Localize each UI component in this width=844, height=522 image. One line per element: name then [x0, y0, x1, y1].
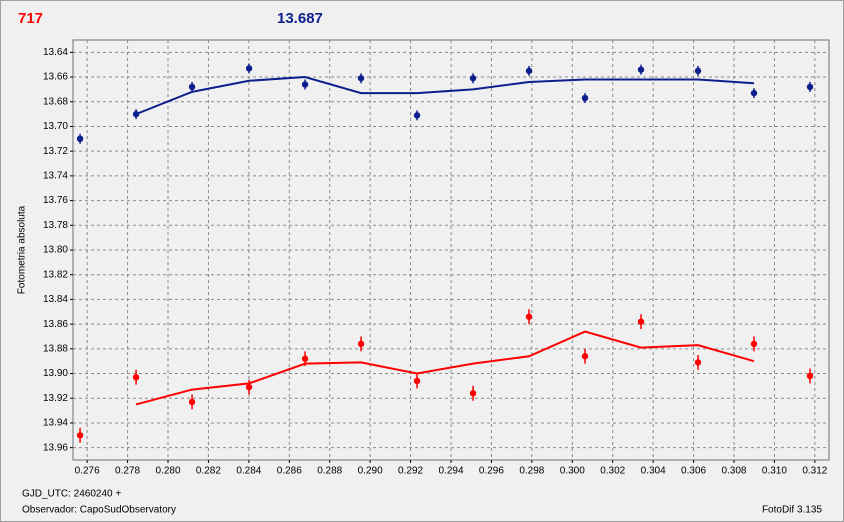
data-point	[245, 383, 253, 391]
data-point	[76, 432, 84, 439]
y-axis-label: Fotometria absoluta	[17, 205, 28, 294]
data-point	[806, 372, 814, 380]
x-tick-label: 0.294	[438, 466, 463, 477]
x-tick-label: 0.282	[196, 466, 221, 477]
footer-gjd: GJD_UTC: 2460240 +	[22, 489, 121, 500]
y-tick-label: 13.94	[43, 418, 68, 429]
data-point	[301, 355, 309, 362]
annotation-mid: 13.687	[277, 10, 323, 27]
y-tick-label: 13.88	[43, 343, 68, 354]
y-tick-label: 13.90	[43, 368, 68, 379]
x-tick-label: 0.288	[317, 466, 342, 477]
data-point	[694, 359, 702, 366]
data-point	[413, 112, 421, 119]
x-tick-label: 0.312	[802, 466, 827, 477]
y-tick-label: 13.66	[43, 72, 68, 83]
data-point	[750, 89, 758, 97]
data-point	[357, 75, 365, 82]
x-tick-label: 0.286	[277, 466, 302, 477]
data-point	[188, 398, 196, 406]
y-tick-label: 13.96	[43, 442, 68, 453]
data-point	[581, 353, 589, 360]
y-tick-label: 13.74	[43, 171, 68, 182]
y-tick-label: 13.78	[43, 220, 68, 231]
data-point	[637, 66, 645, 73]
data-point	[525, 313, 533, 320]
data-point	[469, 390, 477, 397]
data-point	[694, 67, 702, 75]
y-tick-label: 13.70	[43, 121, 68, 132]
data-point	[413, 377, 421, 385]
data-point	[469, 75, 477, 82]
trend-line	[135, 330, 755, 406]
x-tick-label: 0.306	[681, 466, 706, 477]
data-point	[76, 135, 84, 143]
footer-version: FotoDif 3.135	[762, 505, 822, 516]
y-tick-label: 13.80	[43, 245, 68, 256]
data-point	[637, 318, 645, 325]
x-tick-label: 0.296	[479, 466, 504, 477]
y-tick-label: 13.84	[43, 294, 68, 305]
annotation-left: 717	[18, 10, 43, 27]
data-point	[132, 374, 140, 381]
x-tick-label: 0.308	[721, 466, 746, 477]
y-tick-label: 13.68	[43, 96, 68, 107]
footer-observer: Observador: CapoSudObservatory	[22, 505, 176, 516]
trend-line	[135, 76, 755, 116]
data-point	[301, 81, 309, 88]
data-point	[525, 67, 533, 75]
x-tick-label: 0.278	[115, 466, 140, 477]
y-tick-label: 13.64	[43, 47, 68, 58]
x-tick-label: 0.298	[519, 466, 544, 477]
data-point	[188, 83, 196, 91]
x-tick-label: 0.310	[762, 466, 787, 477]
x-tick-label: 0.290	[358, 466, 383, 477]
x-tick-label: 0.300	[560, 466, 585, 477]
data-point	[357, 340, 365, 348]
x-tick-label: 0.276	[75, 466, 100, 477]
data-point	[245, 65, 253, 72]
y-tick-label: 13.82	[43, 269, 68, 280]
y-tick-label: 13.92	[43, 393, 68, 404]
data-point	[750, 340, 758, 348]
x-tick-label: 0.280	[155, 466, 180, 477]
data-point	[581, 94, 589, 102]
x-tick-label: 0.284	[236, 466, 261, 477]
y-tick-label: 13.76	[43, 195, 68, 206]
data-point	[806, 83, 814, 91]
y-tick-label: 13.86	[43, 319, 68, 330]
x-tick-label: 0.304	[641, 466, 666, 477]
x-tick-label: 0.302	[600, 466, 625, 477]
y-tick-label: 13.72	[43, 146, 68, 157]
x-tick-label: 0.292	[398, 466, 423, 477]
